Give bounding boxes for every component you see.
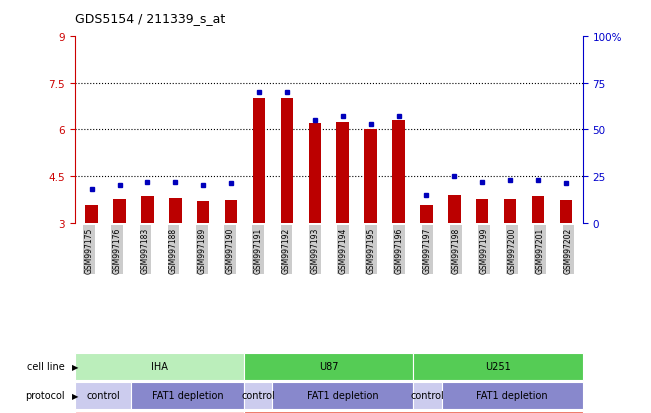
Text: GSM997192: GSM997192 <box>282 227 291 273</box>
Bar <box>532 197 544 223</box>
Bar <box>365 130 377 223</box>
Bar <box>281 99 293 223</box>
Text: FAT1 depletion: FAT1 depletion <box>477 390 548 401</box>
Text: GSM997193: GSM997193 <box>310 227 319 273</box>
Text: control: control <box>411 390 445 401</box>
Text: ▶: ▶ <box>72 362 78 371</box>
Text: U251: U251 <box>485 361 511 372</box>
Text: GSM997196: GSM997196 <box>395 227 404 273</box>
Bar <box>337 122 349 223</box>
Text: cell line: cell line <box>27 361 65 372</box>
Bar <box>113 200 126 223</box>
Text: GSM997198: GSM997198 <box>451 227 460 273</box>
Bar <box>85 206 98 223</box>
Text: control: control <box>242 390 275 401</box>
Text: GSM997200: GSM997200 <box>508 227 517 273</box>
Text: U87: U87 <box>319 361 339 372</box>
Text: GSM997197: GSM997197 <box>423 227 432 273</box>
Text: GSM997199: GSM997199 <box>479 227 488 273</box>
Text: ▶: ▶ <box>72 391 78 400</box>
Text: GSM997188: GSM997188 <box>169 227 178 273</box>
Text: protocol: protocol <box>25 390 65 401</box>
Bar <box>169 198 182 223</box>
Text: GSM997194: GSM997194 <box>339 227 348 273</box>
Bar <box>448 195 461 223</box>
Bar <box>141 197 154 223</box>
Bar <box>392 121 405 223</box>
Text: GSM997183: GSM997183 <box>141 227 150 273</box>
Bar <box>476 200 488 223</box>
Bar <box>225 201 238 223</box>
Bar <box>560 201 572 223</box>
Bar <box>420 206 433 223</box>
Bar <box>504 200 516 223</box>
Text: GDS5154 / 211339_s_at: GDS5154 / 211339_s_at <box>75 12 225 25</box>
Text: GSM997195: GSM997195 <box>367 227 376 273</box>
Text: control: control <box>86 390 120 401</box>
Text: GSM997190: GSM997190 <box>225 227 234 273</box>
Bar <box>309 124 321 223</box>
Text: GSM997175: GSM997175 <box>85 227 94 273</box>
Text: IHA: IHA <box>151 361 168 372</box>
Text: GSM997201: GSM997201 <box>536 227 545 273</box>
Text: GSM997191: GSM997191 <box>254 227 263 273</box>
Text: FAT1 depletion: FAT1 depletion <box>307 390 379 401</box>
Text: GSM997189: GSM997189 <box>197 227 206 273</box>
Bar <box>197 202 210 223</box>
Text: FAT1 depletion: FAT1 depletion <box>152 390 223 401</box>
Text: GSM997202: GSM997202 <box>564 227 573 273</box>
Text: GSM997176: GSM997176 <box>113 227 122 273</box>
Bar <box>253 99 266 223</box>
